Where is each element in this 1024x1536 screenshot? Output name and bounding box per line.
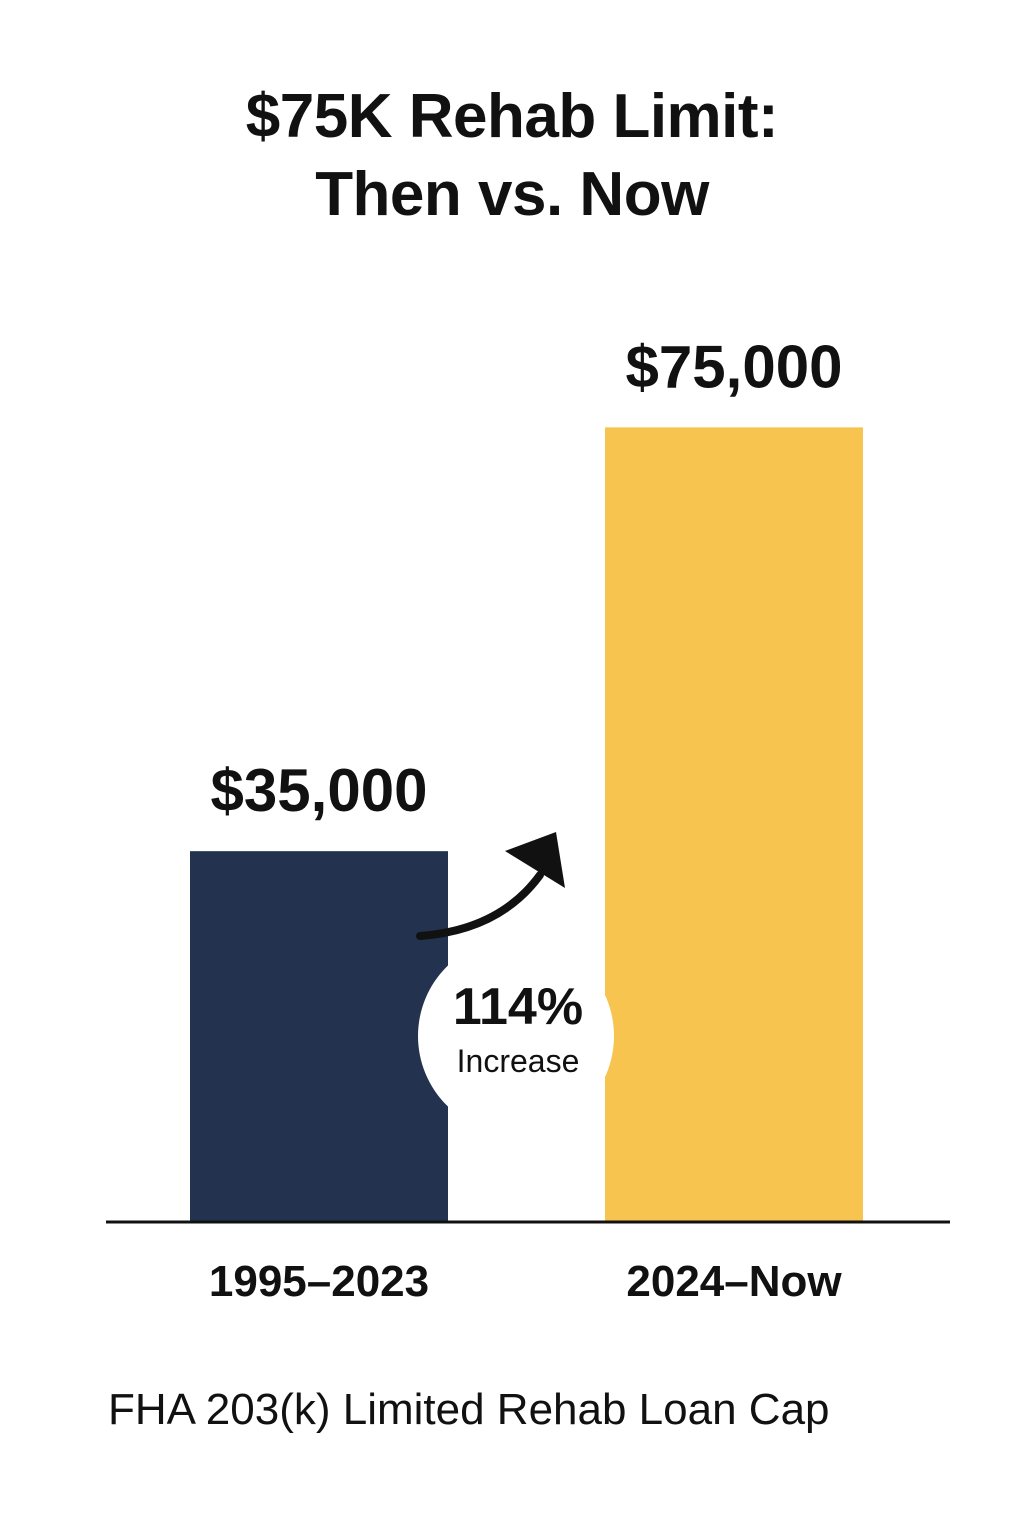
chart-footnote: FHA 203(k) Limited Rehab Loan Cap bbox=[108, 1385, 830, 1434]
chart-title-line-1: $75K Rehab Limit: bbox=[245, 82, 779, 151]
labels-layer: $35,000 1995–2023 $75,000 2024–Now bbox=[209, 333, 843, 1306]
chart-title: $75K Rehab Limit: Then vs. Now bbox=[0, 78, 1024, 234]
x-tick-label-2: 2024–Now bbox=[626, 1257, 842, 1306]
bar-1 bbox=[190, 851, 448, 1222]
increase-annotation: 114% Increase bbox=[416, 832, 614, 1134]
chart-title-line-2: Then vs. Now bbox=[315, 160, 709, 229]
increase-arrowhead-icon bbox=[505, 832, 565, 888]
increase-percent: 114% bbox=[453, 978, 583, 1036]
increase-badge bbox=[418, 938, 614, 1134]
bar-value-label-2: $75,000 bbox=[626, 333, 843, 400]
x-tick-label-1: 1995–2023 bbox=[209, 1257, 429, 1306]
bars-layer bbox=[190, 427, 863, 1222]
bar-value-label-1: $35,000 bbox=[211, 757, 428, 824]
increase-label: Increase bbox=[457, 1043, 580, 1079]
bar-2 bbox=[605, 427, 863, 1222]
increase-arrow-icon bbox=[416, 871, 544, 940]
